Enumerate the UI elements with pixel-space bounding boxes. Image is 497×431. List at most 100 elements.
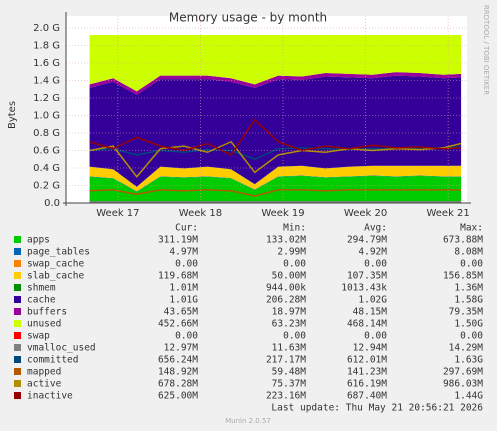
legend-swatch: [14, 248, 21, 255]
y-tick-label: 1.0 G: [33, 111, 60, 122]
legend-label: mapped: [27, 367, 61, 378]
legend-stat: 1.58G: [454, 295, 483, 306]
legend-swatch: [14, 236, 21, 243]
line: [89, 140, 462, 178]
legend-swatch: [14, 308, 21, 315]
legend-stat: 107.35M: [347, 271, 387, 282]
legend-stat: 1.50G: [454, 319, 483, 330]
x-tick-label: Week 19: [261, 208, 304, 219]
legend-stat: 0.00: [175, 331, 198, 342]
side-text: RRDTOOL / TOBI OETIKER: [482, 5, 490, 95]
legend-header: Avg:: [364, 223, 387, 234]
area: [89, 35, 462, 92]
legend-stat: 141.23M: [347, 367, 387, 378]
legend-stat: 79.35M: [449, 307, 484, 318]
legend-stat: 133.02M: [266, 235, 306, 246]
legend-stat: 452.66M: [158, 319, 198, 330]
legend-header: Min:: [283, 223, 306, 234]
y-tick-label: 0.8 G: [33, 128, 60, 139]
legend-stat: 50.00M: [272, 271, 307, 282]
legend-stat: 0.00: [460, 259, 483, 270]
legend-stat: 1.01G: [169, 295, 198, 306]
legend-stat: 63.23M: [272, 319, 307, 330]
legend-swatch: [14, 368, 21, 375]
x-tick-label: Week 18: [179, 208, 222, 219]
legend-swatch: [14, 296, 21, 303]
legend-stat: 297.69M: [443, 367, 483, 378]
legend-stat: 616.19M: [347, 379, 387, 390]
legend-stat: 311.19M: [158, 235, 198, 246]
legend-label: active: [27, 379, 62, 390]
legend-stat: 148.92M: [158, 367, 198, 378]
legend-stat: 1.36M: [454, 283, 483, 294]
legend-stat: 4.92M: [358, 247, 387, 258]
legend-label: inactive: [27, 391, 73, 402]
legend-stat: 944.00k: [266, 283, 306, 294]
legend-label: slab_cache: [27, 271, 84, 282]
footer: Munin 2.0.57: [225, 417, 271, 425]
legend-stat: 0.00: [460, 331, 483, 342]
legend-swatch: [14, 344, 21, 351]
legend-swatch: [14, 332, 21, 339]
y-axis-label: Bytes: [7, 101, 18, 129]
legend-header: Cur:: [175, 223, 198, 234]
y-tick-label: 0.2 G: [33, 181, 60, 192]
legend-label: page_tables: [27, 247, 90, 258]
legend-stat: 8.08M: [454, 247, 483, 258]
y-tick-label: 0.0: [44, 198, 60, 209]
legend-stat: 59.48M: [272, 367, 307, 378]
line: [89, 189, 462, 197]
legend-label: swap: [27, 331, 50, 342]
area: [89, 165, 462, 192]
legend-stat: 0.00: [283, 259, 306, 270]
legend-stat: 2.99M: [277, 247, 306, 258]
legend-stat: 678.28M: [158, 379, 198, 390]
y-tick-label: 1.2 G: [33, 93, 60, 104]
last-update: Last update: Thu May 21 20:56:21 2026: [271, 403, 483, 414]
y-tick-label: 0.6 G: [33, 146, 60, 157]
y-tick-label: 1.6 G: [33, 58, 60, 69]
y-tick-label: 0.4 G: [33, 163, 60, 174]
y-tick-label: 1.4 G: [33, 76, 60, 87]
legend-stat: 217.17M: [266, 355, 306, 366]
legend-header: Max:: [460, 223, 483, 234]
legend-stat: 625.00M: [158, 391, 198, 402]
legend-label: committed: [27, 355, 78, 366]
legend-stat: 0.00: [283, 331, 306, 342]
legend-stat: 673.88M: [443, 235, 483, 246]
legend-stat: 0.00: [364, 259, 387, 270]
legend-stat: 223.16M: [266, 391, 306, 402]
chart-title: Memory usage - by month: [169, 11, 327, 25]
x-tick-label: Week 21: [426, 208, 469, 219]
legend-stat: 986.03M: [443, 379, 483, 390]
legend-stat: 0.00: [364, 331, 387, 342]
legend-stat: 75.37M: [272, 379, 307, 390]
legend-stat: 1013.43k: [341, 283, 387, 294]
legend-stat: 0.00: [175, 259, 198, 270]
y-tick-label: 1.8 G: [33, 41, 60, 52]
legend-stat: 12.94M: [353, 343, 388, 354]
legend-label: unused: [27, 319, 61, 330]
legend-stat: 48.15M: [353, 307, 388, 318]
legend-stat: 687.40M: [347, 391, 387, 402]
legend-label: cache: [27, 295, 56, 306]
legend-stat: 294.79M: [347, 235, 387, 246]
x-tick-label: Week 17: [96, 208, 139, 219]
legend-swatch: [14, 380, 21, 387]
legend-swatch: [14, 356, 21, 363]
legend-stat: 612.01M: [347, 355, 387, 366]
legend-stat: 43.65M: [164, 307, 199, 318]
y-tick-label: 2.0 G: [33, 23, 60, 34]
area: [89, 75, 462, 187]
legend-stat: 656.24M: [158, 355, 198, 366]
legend-stat: 206.28M: [266, 295, 306, 306]
legend-stat: 12.97M: [164, 343, 199, 354]
legend-stat: 14.29M: [449, 343, 484, 354]
legend-swatch: [14, 320, 21, 327]
legend-label: apps: [27, 235, 50, 246]
legend-stat: 1.02G: [358, 295, 387, 306]
legend-label: buffers: [27, 307, 67, 318]
legend-stat: 468.14M: [347, 319, 387, 330]
legend-stat: 1.63G: [454, 355, 483, 366]
